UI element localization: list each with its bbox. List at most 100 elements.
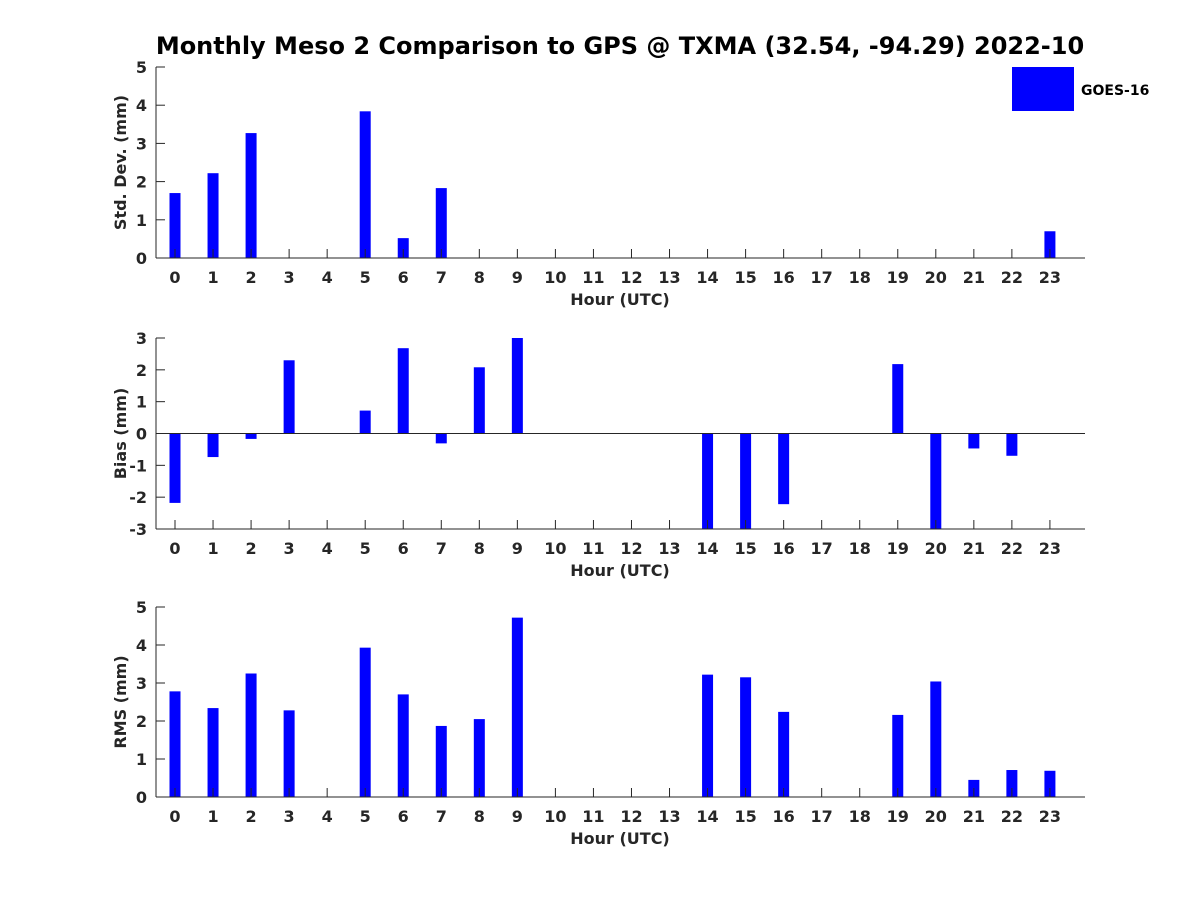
bar-rms-9 xyxy=(511,617,523,797)
x-tick-label: 19 xyxy=(887,268,909,287)
bar-bias-8 xyxy=(473,367,485,434)
x-axis-label: Hour (UTC) xyxy=(570,829,670,848)
bar-bias-3 xyxy=(283,360,295,434)
bar-bias-9 xyxy=(511,338,523,434)
x-tick-label: 1 xyxy=(207,268,218,287)
x-tick-label: 21 xyxy=(963,268,985,287)
bar-bias-5 xyxy=(359,410,371,434)
x-tick-label: 4 xyxy=(322,807,333,826)
x-tick-label: 17 xyxy=(811,539,833,558)
x-tick-label: 2 xyxy=(246,807,257,826)
y-tick-label: 4 xyxy=(136,96,147,115)
x-tick-label: 13 xyxy=(658,539,680,558)
x-tick-label: 16 xyxy=(773,807,795,826)
bar-bias-15 xyxy=(740,433,752,529)
x-tick-label: 9 xyxy=(512,268,523,287)
x-tick-label: 16 xyxy=(773,268,795,287)
y-tick-label: 5 xyxy=(136,58,147,77)
x-tick-label: 15 xyxy=(734,807,756,826)
bar-std-dev-2 xyxy=(245,133,257,258)
bar-rms-3 xyxy=(283,710,295,797)
bar-rms-22 xyxy=(1006,770,1018,797)
bar-rms-0 xyxy=(169,691,181,797)
x-tick-label: 5 xyxy=(360,268,371,287)
x-tick-label: 1 xyxy=(207,807,218,826)
x-tick-label: 16 xyxy=(773,539,795,558)
y-tick-label: 2 xyxy=(136,712,147,731)
x-tick-label: 9 xyxy=(512,539,523,558)
x-tick-label: 2 xyxy=(246,268,257,287)
y-tick-label: -3 xyxy=(129,520,147,539)
chart-title: Monthly Meso 2 Comparison to GPS @ TXMA … xyxy=(156,32,1084,60)
y-tick-label: 1 xyxy=(136,750,147,769)
y-tick-label: -1 xyxy=(129,456,147,475)
bar-bias-21 xyxy=(968,433,980,449)
x-tick-label: 8 xyxy=(474,807,485,826)
x-tick-label: 14 xyxy=(696,807,718,826)
x-tick-label: 20 xyxy=(925,539,947,558)
x-tick-label: 22 xyxy=(1001,539,1023,558)
x-tick-label: 23 xyxy=(1039,268,1061,287)
legend-swatch xyxy=(1012,67,1074,111)
x-tick-label: 6 xyxy=(398,539,409,558)
y-tick-label: 0 xyxy=(136,425,147,444)
y-axis-label: Bias (mm) xyxy=(111,388,130,480)
x-tick-label: 8 xyxy=(474,539,485,558)
bar-bias-20 xyxy=(930,433,942,529)
x-tick-label: 7 xyxy=(436,807,447,826)
x-tick-label: 4 xyxy=(322,268,333,287)
x-tick-label: 13 xyxy=(658,268,680,287)
y-tick-label: 3 xyxy=(136,134,147,153)
y-tick-label: 5 xyxy=(136,598,147,617)
bar-rms-2 xyxy=(245,673,257,797)
bar-bias-19 xyxy=(892,364,904,434)
x-tick-label: 3 xyxy=(284,807,295,826)
y-axis-label: RMS (mm) xyxy=(111,655,130,748)
x-tick-label: 18 xyxy=(849,539,871,558)
x-tick-label: 19 xyxy=(887,539,909,558)
x-tick-label: 22 xyxy=(1001,807,1023,826)
x-tick-label: 12 xyxy=(620,539,642,558)
x-tick-label: 8 xyxy=(474,268,485,287)
x-tick-label: 12 xyxy=(620,268,642,287)
bar-std-dev-5 xyxy=(359,111,371,258)
y-tick-label: 3 xyxy=(136,329,147,348)
bar-std-dev-23 xyxy=(1044,231,1056,258)
x-tick-label: 13 xyxy=(658,807,680,826)
x-tick-label: 11 xyxy=(582,807,604,826)
x-tick-label: 1 xyxy=(207,539,218,558)
x-tick-label: 11 xyxy=(582,539,604,558)
x-tick-label: 22 xyxy=(1001,268,1023,287)
x-tick-label: 20 xyxy=(925,268,947,287)
bar-rms-19 xyxy=(892,714,904,797)
x-tick-label: 6 xyxy=(398,268,409,287)
x-tick-label: 6 xyxy=(398,807,409,826)
x-tick-label: 23 xyxy=(1039,807,1061,826)
bar-bias-22 xyxy=(1006,433,1018,456)
x-tick-label: 5 xyxy=(360,807,371,826)
bar-bias-7 xyxy=(435,433,447,444)
x-tick-label: 18 xyxy=(849,268,871,287)
bar-rms-1 xyxy=(207,708,219,797)
bar-std-dev-7 xyxy=(435,188,447,258)
x-tick-label: 7 xyxy=(436,268,447,287)
x-tick-label: 12 xyxy=(620,807,642,826)
bar-std-dev-0 xyxy=(169,193,181,258)
y-axis-label: Std. Dev. (mm) xyxy=(111,95,130,230)
y-tick-label: -2 xyxy=(129,488,147,507)
x-tick-label: 3 xyxy=(284,268,295,287)
x-axis-label: Hour (UTC) xyxy=(570,561,670,580)
bar-rms-20 xyxy=(930,681,942,797)
bar-rms-14 xyxy=(702,674,714,797)
x-tick-label: 14 xyxy=(696,268,718,287)
y-tick-label: 1 xyxy=(136,211,147,230)
x-tick-label: 0 xyxy=(169,268,180,287)
x-tick-label: 9 xyxy=(512,807,523,826)
bar-rms-6 xyxy=(397,694,409,797)
x-tick-label: 19 xyxy=(887,807,909,826)
bar-std-dev-1 xyxy=(207,173,219,258)
x-tick-label: 10 xyxy=(544,539,566,558)
